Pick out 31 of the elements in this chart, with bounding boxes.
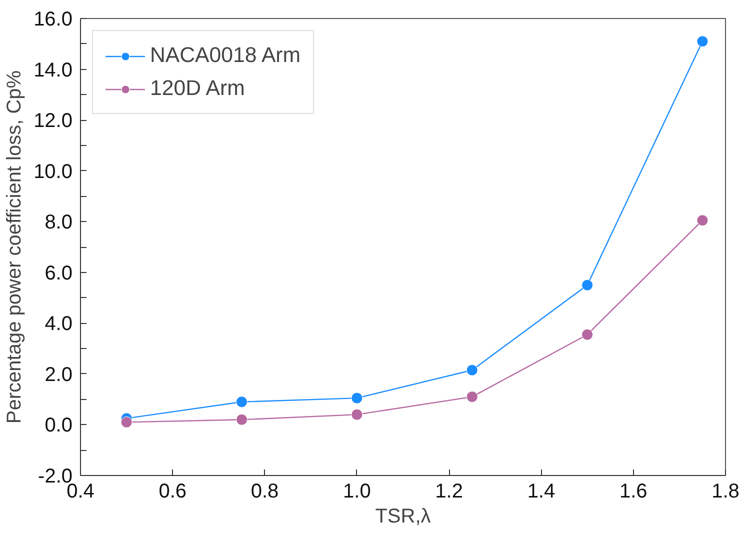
y-tick-label: 16.0: [34, 8, 73, 30]
x-tick-label: 1.0: [343, 480, 371, 502]
legend-label: 120D Arm: [150, 76, 245, 101]
point: [351, 392, 363, 404]
point: [236, 396, 248, 408]
x-tick-label: 1.4: [527, 480, 556, 502]
y-tick-label: 10.0: [34, 160, 73, 183]
point: [696, 214, 708, 226]
point: [236, 414, 248, 426]
point: [120, 416, 132, 428]
y-tick-label: 0.0: [44, 414, 73, 437]
x-tick-label: 1.2: [435, 480, 463, 502]
point: [696, 36, 708, 48]
x-tick-label: 1.6: [619, 480, 648, 502]
point: [466, 364, 478, 376]
point: [582, 328, 594, 340]
legend-label: NACA0018 Arm: [150, 43, 301, 68]
x-tick-label: 1.8: [712, 480, 740, 502]
x-tick-label: 0.6: [158, 480, 187, 502]
point: [466, 391, 478, 403]
y-tick-label: 2.0: [44, 364, 73, 386]
x-axis-title: TSR,λ: [375, 506, 431, 528]
point: [351, 408, 363, 420]
y-tick-label: 14.0: [34, 59, 73, 82]
y-tick-label: 8.0: [44, 212, 73, 234]
y-tick-label: 6.0: [44, 262, 73, 284]
x-tick-label: 0.8: [250, 480, 279, 502]
point: [582, 279, 594, 291]
y-tick-label: 4.0: [44, 313, 73, 336]
y-axis-title: Percentage power coefficient loss, Cp%: [4, 70, 26, 424]
y-tick-label: 12.0: [34, 110, 73, 132]
